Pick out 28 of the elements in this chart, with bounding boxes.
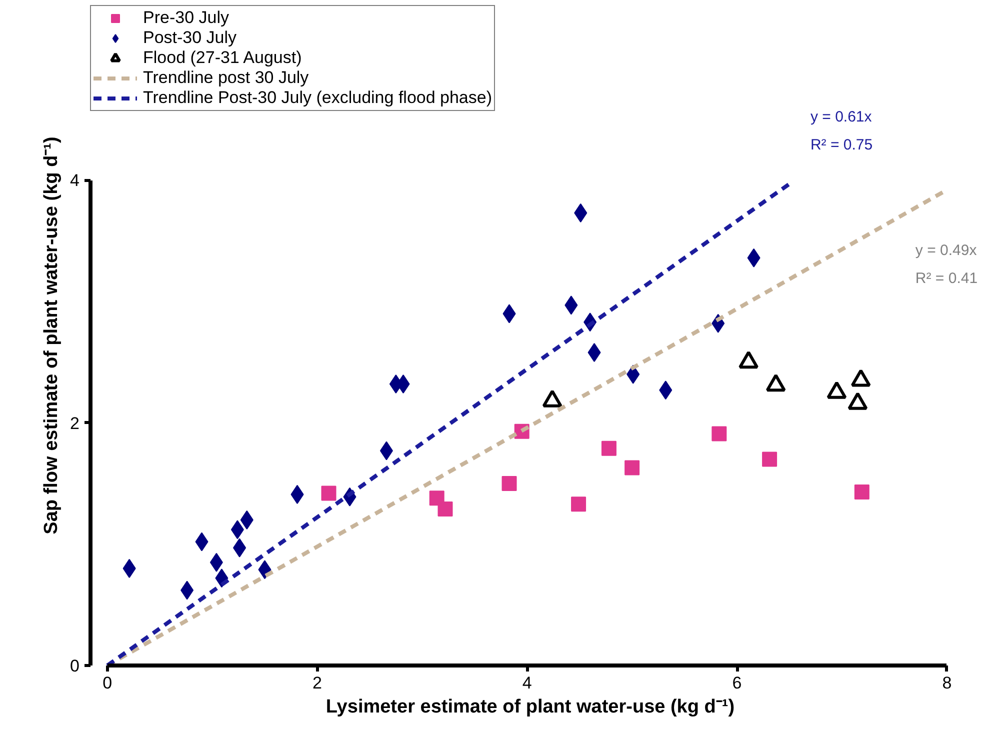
x-tick-label: 4 bbox=[522, 674, 532, 692]
annotation: R² = 0.41 bbox=[915, 270, 978, 287]
point bbox=[571, 496, 586, 512]
point bbox=[624, 460, 640, 476]
y-tick-label: 2 bbox=[70, 414, 80, 433]
point bbox=[854, 484, 870, 500]
legend-label: Post-30 July bbox=[143, 28, 237, 48]
point bbox=[601, 440, 616, 456]
text: y = 0.61x bbox=[810, 108, 872, 126]
x-tick-label: 0 bbox=[102, 674, 112, 692]
text: R² = 0.75 bbox=[810, 136, 873, 154]
annotation: y = 0.49x bbox=[915, 242, 978, 260]
point bbox=[762, 452, 778, 467]
x-tick-label: 6 bbox=[732, 674, 742, 692]
point bbox=[321, 486, 336, 501]
point bbox=[438, 501, 453, 516]
legend-label: Flood (27-31 August) bbox=[143, 48, 302, 68]
legend-label: Trendline Post-30 July (excluding flood phase) bbox=[143, 88, 492, 108]
y-axis-title: Sap flow estimate of plant water-use (kg d⁻¹) bbox=[41, 136, 62, 534]
x-axis-title: Lysimeter estimate of plant water-use (kg d⁻¹) bbox=[326, 696, 735, 718]
y-tick-label: 0 bbox=[70, 656, 80, 676]
legend-label: Trendline post 30 July bbox=[143, 68, 309, 88]
x-tick-label: 8 bbox=[942, 674, 952, 692]
point bbox=[712, 426, 727, 442]
point bbox=[502, 476, 517, 492]
x-tick-label: 2 bbox=[312, 674, 322, 692]
y-tick-label: 4 bbox=[70, 171, 80, 190]
legend-label: Pre-30 July bbox=[143, 8, 229, 28]
